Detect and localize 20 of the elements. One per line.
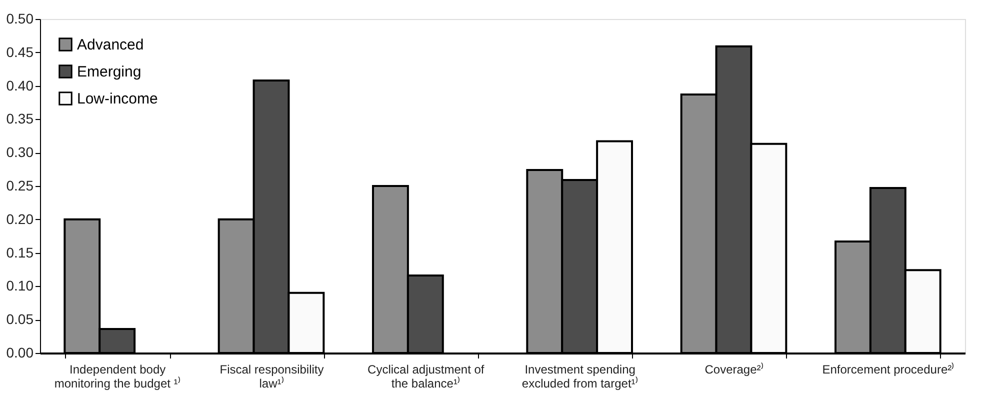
y-tick-label: 0.45 bbox=[6, 44, 34, 60]
y-tick-label: 0.15 bbox=[6, 244, 34, 260]
y-tick-label: 0.30 bbox=[6, 144, 34, 160]
y-tick-label: 0.00 bbox=[6, 344, 34, 360]
legend-label: Advanced bbox=[77, 36, 144, 54]
x-tick-label: Cyclical adjustment of the balance¹⁾ bbox=[368, 362, 485, 390]
y-tick-label: 0.40 bbox=[6, 77, 34, 94]
y-tick-label: 0.05 bbox=[6, 311, 34, 328]
y-tick-label: 0.10 bbox=[6, 278, 34, 294]
y-tick-label: 0.50 bbox=[6, 10, 34, 26]
legend-label: Emerging bbox=[77, 64, 142, 80]
x-tick-label: Investment spending excluded from target¹⁾ bbox=[522, 362, 638, 390]
y-tick-label: 0.35 bbox=[6, 110, 34, 127]
y-tick-label: 0.20 bbox=[6, 210, 34, 227]
legend-label: Low-income bbox=[77, 90, 158, 108]
x-tick-label: Independent body monitoring the budget ¹⁾ bbox=[54, 362, 181, 390]
y-tick-label: 0.25 bbox=[6, 178, 34, 194]
x-tick-label: Coverage²⁾ bbox=[704, 362, 764, 376]
x-tick-label: Fiscal responsibility law¹⁾ bbox=[220, 362, 324, 390]
x-tick-label: Enforcement procedure²⁾ bbox=[822, 362, 955, 376]
